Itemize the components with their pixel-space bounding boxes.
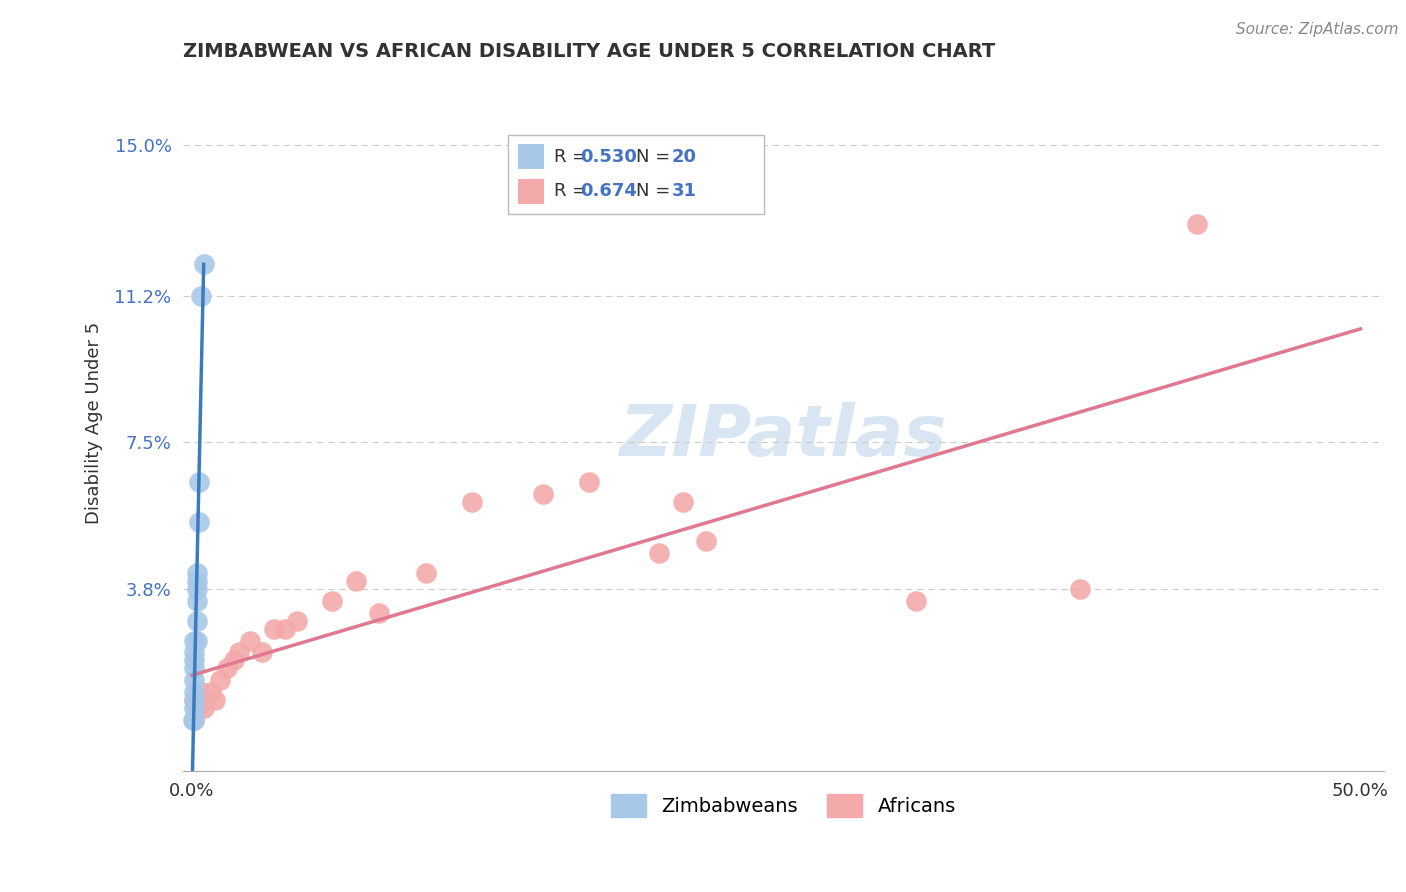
Text: R =: R = — [554, 148, 593, 166]
Text: Source: ZipAtlas.com: Source: ZipAtlas.com — [1236, 22, 1399, 37]
Text: 0.674: 0.674 — [579, 182, 637, 201]
Text: 31: 31 — [672, 182, 697, 201]
Point — [222, 653, 245, 667]
Point — [250, 645, 273, 659]
Point — [195, 693, 218, 707]
Point — [183, 653, 205, 667]
Point — [183, 685, 205, 699]
Point — [204, 693, 226, 707]
Text: ZIPatlas: ZIPatlas — [620, 402, 946, 471]
Text: 0.530: 0.530 — [579, 148, 637, 166]
Point — [344, 574, 367, 588]
Point — [183, 633, 205, 648]
Y-axis label: Disability Age Under 5: Disability Age Under 5 — [86, 321, 103, 524]
Point — [188, 475, 211, 489]
Point — [186, 574, 208, 588]
Point — [183, 693, 205, 707]
Point — [188, 515, 211, 529]
Point — [215, 661, 238, 675]
Point — [186, 582, 208, 596]
Point — [695, 534, 717, 549]
Point — [228, 645, 250, 659]
Point — [263, 622, 285, 636]
Point — [208, 673, 231, 688]
Point — [183, 693, 205, 707]
Text: N =: N = — [636, 148, 676, 166]
Point — [1069, 582, 1091, 596]
Point — [578, 475, 600, 489]
Point — [321, 594, 343, 608]
Point — [186, 633, 208, 648]
Point — [368, 606, 391, 620]
Point — [531, 487, 554, 501]
Point — [190, 685, 212, 699]
Point — [193, 257, 215, 271]
Legend: Zimbabweans, Africans: Zimbabweans, Africans — [603, 787, 963, 824]
Point — [186, 594, 208, 608]
Point — [200, 685, 222, 699]
Point — [183, 645, 205, 659]
Point — [672, 494, 695, 508]
Point — [274, 622, 297, 636]
Point — [183, 713, 205, 727]
Point — [183, 661, 205, 675]
Point — [193, 701, 215, 715]
Point — [183, 673, 205, 688]
Point — [188, 693, 211, 707]
Text: ZIMBABWEAN VS AFRICAN DISABILITY AGE UNDER 5 CORRELATION CHART: ZIMBABWEAN VS AFRICAN DISABILITY AGE UND… — [183, 42, 995, 61]
Point — [461, 494, 484, 508]
Point — [190, 288, 212, 302]
Text: 20: 20 — [672, 148, 697, 166]
Point — [239, 633, 262, 648]
Point — [181, 713, 204, 727]
Point — [415, 566, 437, 580]
Text: N =: N = — [636, 182, 676, 201]
Point — [905, 594, 928, 608]
Point — [1185, 217, 1208, 231]
Text: R =: R = — [554, 182, 593, 201]
Point — [285, 614, 308, 628]
Point — [186, 614, 208, 628]
Point — [186, 701, 208, 715]
Point — [183, 713, 205, 727]
Point — [186, 566, 208, 580]
Point — [648, 546, 671, 560]
Point — [183, 701, 205, 715]
